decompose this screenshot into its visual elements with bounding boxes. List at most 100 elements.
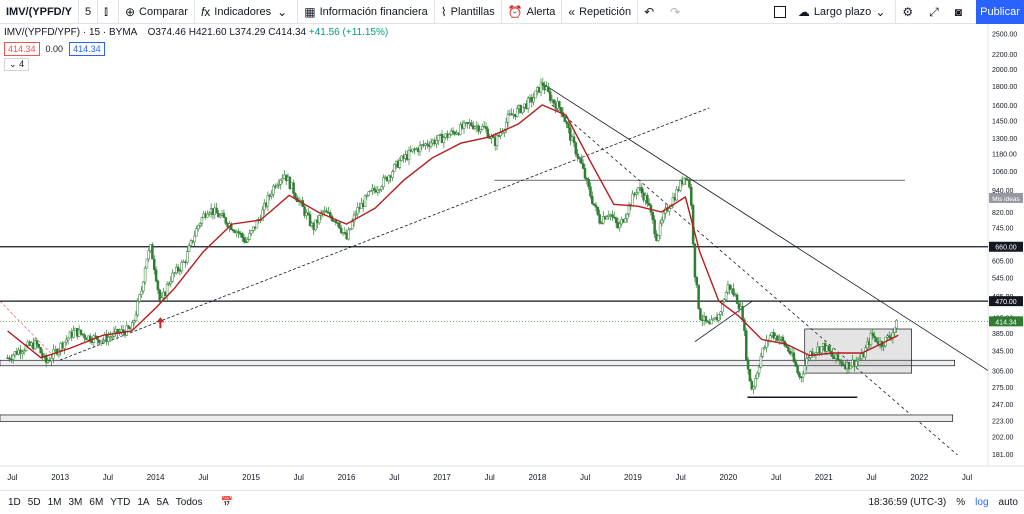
- publish-button[interactable]: Publicar: [976, 0, 1024, 24]
- y-tick-label: 940.00: [992, 188, 1014, 195]
- candle-body: [796, 366, 799, 374]
- collapsed-indicators[interactable]: ⌄ 4: [4, 58, 30, 71]
- range-5a[interactable]: 5A: [156, 497, 169, 508]
- candle-body: [382, 177, 385, 188]
- candle-body: [147, 250, 151, 260]
- y-tick-label: 1600.00: [992, 103, 1017, 110]
- snapshot-button[interactable]: ◙: [949, 0, 972, 24]
- settings-button[interactable]: ⚙: [896, 0, 923, 24]
- candle-body: [607, 214, 611, 217]
- replay-button[interactable]: «Repetición: [562, 0, 639, 24]
- symbol-search[interactable]: IMV/(YPFD/Y: [0, 0, 80, 24]
- candle-body: [598, 214, 601, 224]
- candle-body: [552, 99, 556, 104]
- x-tick-label: 2017: [433, 473, 451, 482]
- trendline-dashed-up: [50, 107, 710, 365]
- indicators-count: 4: [19, 59, 25, 69]
- candle-body: [856, 359, 860, 362]
- candle-body: [237, 231, 240, 234]
- alert-label: Alerta: [526, 5, 556, 18]
- candle-body: [251, 226, 255, 231]
- candle-body: [242, 237, 246, 242]
- candle-body: [501, 131, 504, 134]
- candle-body: [631, 193, 634, 206]
- chevron-down-icon: ⌄: [9, 59, 17, 69]
- sell-pill[interactable]: 414.34: [4, 42, 40, 56]
- log-toggle[interactable]: log: [975, 497, 989, 508]
- candle-body: [805, 358, 808, 367]
- range-rect-1: [0, 359, 955, 367]
- fx-icon: fx: [200, 4, 211, 19]
- indicators-button[interactable]: fx Indicadores ⌄: [195, 0, 299, 24]
- plus-circle-icon: ⊕: [124, 4, 136, 19]
- percent-toggle[interactable]: %: [956, 497, 966, 508]
- x-tick-label: 2021: [815, 473, 833, 482]
- x-tick-label: Jul: [198, 473, 208, 482]
- candle-body: [477, 125, 480, 132]
- alert-button[interactable]: ⏰ Alerta: [502, 0, 563, 24]
- grid-icon: ▦: [304, 4, 316, 19]
- candle-body: [497, 135, 501, 137]
- candle-body: [728, 284, 732, 290]
- y-tick-label: 345.00: [992, 349, 1014, 356]
- financials-button[interactable]: ▦ Información financiera: [298, 0, 435, 24]
- range-todos[interactable]: Todos: [175, 497, 203, 508]
- range-1a[interactable]: 1A: [137, 497, 150, 508]
- candle-body: [215, 207, 218, 214]
- range-6m[interactable]: 6M: [89, 497, 104, 508]
- candle-body: [314, 219, 317, 231]
- candle-body: [521, 106, 524, 113]
- candle-body: [679, 180, 682, 191]
- cloud-icon: ☁: [797, 5, 810, 19]
- interval-label: 5: [85, 5, 92, 18]
- candle-body: [101, 339, 105, 342]
- auto-toggle[interactable]: auto: [998, 497, 1018, 508]
- candle-body: [294, 193, 297, 199]
- candle-body: [165, 284, 169, 296]
- candle-body: [378, 189, 381, 191]
- x-tick-label: 2022: [910, 473, 928, 482]
- candle-body: [11, 354, 15, 360]
- candle-body: [600, 222, 603, 225]
- y-tick-label: 820.00: [992, 210, 1014, 217]
- candle-body: [871, 332, 874, 337]
- layout-selector[interactable]: ☁ Largo plazo ⌄: [792, 0, 897, 24]
- candle-body: [611, 214, 614, 218]
- candle-body: [532, 97, 535, 103]
- range-1m[interactable]: 1M: [47, 497, 62, 508]
- undo-button[interactable]: ↶: [638, 0, 664, 24]
- candle-body: [99, 340, 103, 344]
- range-5d[interactable]: 5D: [27, 497, 41, 508]
- candle-body: [142, 281, 145, 292]
- buy-pill[interactable]: 414.34: [69, 42, 105, 56]
- candle-body: [849, 365, 852, 370]
- interval-button[interactable]: 5: [79, 0, 99, 24]
- range-3m[interactable]: 3M: [68, 497, 83, 508]
- compare-label: Comparar: [139, 5, 188, 18]
- templates-button[interactable]: ⌇ Plantillas: [435, 0, 502, 24]
- legend-low: L374.29: [229, 27, 266, 38]
- candle-body: [72, 330, 75, 338]
- candle-body: [198, 223, 202, 226]
- chart-type-button[interactable]: ⫾: [98, 0, 119, 24]
- legend-high: H421.60: [188, 27, 227, 38]
- expand-button[interactable]: ⤢: [923, 0, 949, 24]
- range-1d[interactable]: 1D: [8, 497, 21, 508]
- candle-body: [572, 136, 576, 143]
- y-tick-label: 2000.00: [992, 67, 1017, 74]
- candle-body: [724, 291, 728, 301]
- price-chart[interactable]: 2500.00 2200.00 2000.00 1800.00 1600.00 1450.…: [0, 24, 1024, 490]
- candle-body: [39, 347, 42, 354]
- redo-button[interactable]: ↷: [664, 0, 690, 24]
- range-ytd[interactable]: YTD: [110, 497, 131, 508]
- candle-body: [481, 125, 484, 130]
- compare-button[interactable]: ⊕ Comparar: [119, 0, 195, 24]
- candle-body: [160, 297, 163, 301]
- ideas-label: Mis ideas: [992, 196, 1020, 203]
- candle-body: [625, 213, 629, 219]
- fullscreen-toggle[interactable]: [768, 0, 792, 24]
- calendar-icon[interactable]: 📅: [220, 497, 233, 508]
- candle-body: [153, 258, 156, 270]
- level-label: 660.00: [995, 245, 1017, 252]
- candle-body: [633, 193, 636, 196]
